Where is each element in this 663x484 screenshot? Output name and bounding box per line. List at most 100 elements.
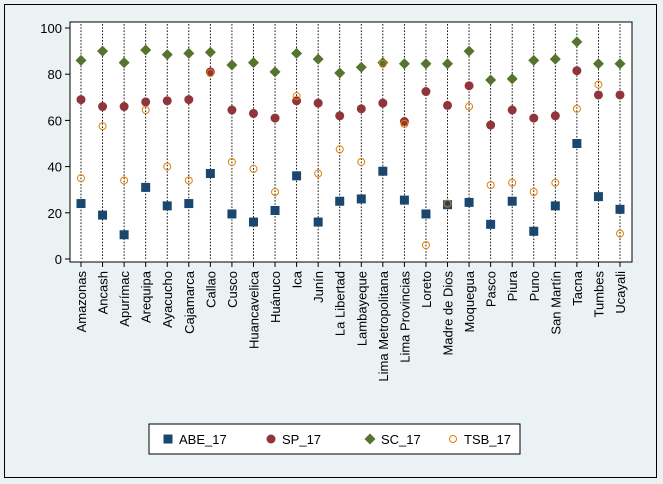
point-abe-17 [529,226,539,236]
x-tick-label: Arequipa [139,270,154,323]
point-sp-17 [248,108,258,118]
point-sc-17 [420,58,432,70]
point-tsb-17 [184,176,193,185]
point-tsb-17 [314,169,323,178]
legend-marker-sc-17 [364,433,376,445]
point-sp-17 [184,95,194,105]
point-tsb-17 [508,178,517,187]
x-tick-label: Puno [527,271,542,301]
x-tick-label: Moquegua [462,270,477,332]
x-tick-label: Amazonas [74,271,89,333]
plot-area [69,21,633,263]
point-tsb-17 [421,241,430,250]
x-tick-label: Lima Provincias [397,271,412,363]
point-tsb-17 [465,102,474,111]
point-abe-17 [464,197,474,207]
x-tick-label: Tacna [570,270,585,305]
y-tick-label: 40 [48,160,62,175]
point-sp-17 [76,95,86,105]
x-tick-label: Lambayeque [354,271,369,346]
point-sp-17 [443,100,453,110]
point-tsb-17 [443,199,452,208]
x-tick-label: Ancash [96,271,111,314]
point-tsb-17 [227,157,236,166]
point-tsb-17 [77,174,85,183]
point-abe-17 [162,201,172,211]
x-tick-label: Cusco [225,271,240,308]
point-sp-17 [378,98,388,108]
point-tsb-17 [357,157,366,166]
point-sc-17 [291,47,303,59]
point-abe-17 [550,201,560,211]
point-tsb-17 [206,69,215,78]
point-tsb-17 [378,59,387,68]
point-abe-17 [378,166,388,176]
point-tsb-17 [594,80,603,89]
x-tick-label: Lima Metropolitana [376,270,391,381]
point-abe-17 [593,192,603,202]
y-tick-label: 0 [55,252,62,267]
legend-marker-abe-17 [163,434,173,444]
point-abe-17 [270,205,280,215]
point-abe-17 [98,210,108,220]
point-sp-17 [421,87,431,97]
x-tick-label: Cajamarca [182,270,197,334]
point-sp-17 [141,97,151,107]
point-sc-17 [549,53,561,65]
point-abe-17 [292,171,302,181]
legend-label-tsb-17: TSB_17 [464,432,511,447]
legend-label-abe-17: ABE_17 [179,432,227,447]
x-tick-label: La Libertad [333,271,348,336]
point-tsb-17 [572,104,581,113]
x-tick-label: Apurímac [117,271,132,327]
point-abe-17 [227,209,237,219]
point-sp-17 [593,90,603,100]
point-sc-17 [506,73,518,85]
point-sc-17 [528,54,540,66]
point-abe-17 [119,230,129,240]
point-sc-17 [204,46,216,58]
point-sp-17 [227,105,237,115]
point-sp-17 [550,111,560,121]
point-sc-17 [571,36,583,48]
point-sc-17 [592,58,604,70]
point-tsb-17 [271,188,280,197]
point-sc-17 [334,67,346,79]
x-tick-label: Ayacucho [160,271,175,328]
point-sp-17 [270,113,280,123]
point-sc-17 [140,44,152,56]
point-sp-17 [507,105,517,115]
point-abe-17 [572,139,582,148]
point-abe-17 [141,182,151,192]
point-abe-17 [184,199,194,209]
point-sp-17 [529,113,539,123]
legend-marker-sp-17 [266,434,276,444]
x-tick-label: Huancavelica [246,270,261,349]
x-tick-label: Tumbes [591,271,606,318]
point-abe-17 [399,195,409,205]
point-abe-17 [205,169,215,179]
point-sc-17 [118,57,130,69]
point-abe-17 [76,199,86,209]
x-tick-label: Junín [311,271,326,303]
point-sc-17 [226,59,238,71]
point-sc-17 [183,47,195,59]
y-tick-label: 80 [48,67,62,82]
point-sp-17 [464,81,474,91]
point-tsb-17 [335,145,344,154]
point-sc-17 [97,45,109,57]
point-sp-17 [335,111,345,121]
point-sp-17 [356,104,366,114]
point-sc-17 [442,58,454,70]
x-tick-label: Pasco [484,271,499,307]
point-sc-17 [269,66,281,78]
point-sp-17 [486,120,496,130]
x-tick-label: Ucayali [613,271,628,314]
legend-label-sp-17: SP_17 [282,432,321,447]
x-tick-label: Loreto [419,271,434,308]
x-tick-label: Huánuco [268,271,283,323]
point-tsb-17 [120,176,129,185]
point-sp-17 [205,67,215,77]
point-sp-17 [615,90,625,100]
point-abe-17 [507,196,517,206]
